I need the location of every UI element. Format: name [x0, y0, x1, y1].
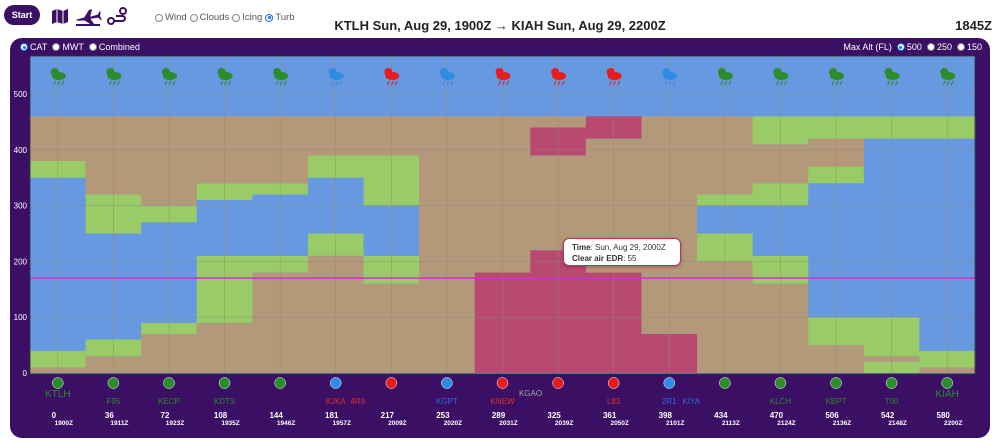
turb-type-label: MWT	[62, 42, 84, 52]
max-alt-radio[interactable]	[956, 43, 965, 51]
max-alt-150[interactable]: 150	[956, 42, 982, 52]
chart-tooltip: Time: Sun, Aug 29, 2000Z Clear air EDR: …	[563, 238, 681, 266]
tooltip-time-value: Sun, Aug 29, 2000Z	[594, 243, 666, 252]
tooltip-edr-label: Clear air EDR	[572, 254, 624, 263]
tooltip-time-label: Time	[572, 243, 591, 252]
max-alt-500[interactable]: 500	[896, 42, 922, 52]
layer-option-turb[interactable]: Turb	[265, 12, 295, 23]
turb-type-radio[interactable]	[52, 43, 61, 51]
turb-type-radio[interactable]	[88, 43, 97, 51]
layer-option-radio[interactable]	[155, 13, 163, 22]
max-alt-options: 500 250 150	[896, 42, 982, 52]
max-alt-label: 150	[966, 42, 982, 52]
max-alt-250[interactable]: 250	[926, 42, 952, 52]
turb-type-radio[interactable]	[20, 43, 28, 51]
layer-radio-group: Wind Clouds Icing Turb	[155, 12, 295, 23]
layer-option-label: Icing	[242, 12, 263, 23]
turb-type-mwt[interactable]: MWT	[52, 42, 84, 52]
tooltip-edr-value: 55	[627, 254, 637, 263]
layer-option-radio[interactable]	[189, 13, 198, 22]
layer-option-radio[interactable]	[232, 13, 241, 22]
turb-type-combined[interactable]: Combined	[88, 42, 140, 52]
layer-option-label: Turb	[275, 12, 295, 23]
map-icon[interactable]	[50, 6, 70, 26]
plane-icon[interactable]	[74, 6, 102, 26]
max-alt-label: 250	[936, 42, 952, 52]
start-button[interactable]: Start	[4, 5, 40, 25]
route-title: KTLH Sun, Aug 29, 1900Z → KIAH Sun, Aug …	[334, 18, 666, 33]
route-icon[interactable]	[106, 6, 128, 26]
max-alt-radio[interactable]	[896, 43, 905, 51]
max-alt-label: 500	[906, 42, 922, 52]
layer-option-clouds[interactable]: Clouds	[189, 12, 230, 23]
current-time: 1845Z	[955, 18, 992, 33]
tool-icons	[50, 5, 128, 27]
layer-option-label: Clouds	[199, 12, 230, 23]
turb-type-label: Combined	[98, 42, 140, 52]
turb-type-radio-group: CAT MWT Combined	[20, 42, 140, 52]
layer-option-label: Wind	[165, 12, 187, 23]
turbulence-panel	[10, 38, 990, 438]
max-alt-label: Max Alt (FL)	[843, 42, 892, 52]
layer-option-wind[interactable]: Wind	[155, 12, 187, 23]
turb-type-cat[interactable]: CAT	[20, 42, 47, 52]
layer-option-radio[interactable]	[265, 13, 274, 22]
turb-type-label: CAT	[30, 42, 48, 52]
top-toolbar: Start Wind Clouds Icing Turb KTLH Sun, Aug …	[0, 0, 1000, 38]
max-alt-group: Max Alt (FL) 500 250 150	[843, 42, 982, 52]
max-alt-radio[interactable]	[926, 43, 935, 51]
layer-option-icing[interactable]: Icing	[232, 12, 262, 23]
